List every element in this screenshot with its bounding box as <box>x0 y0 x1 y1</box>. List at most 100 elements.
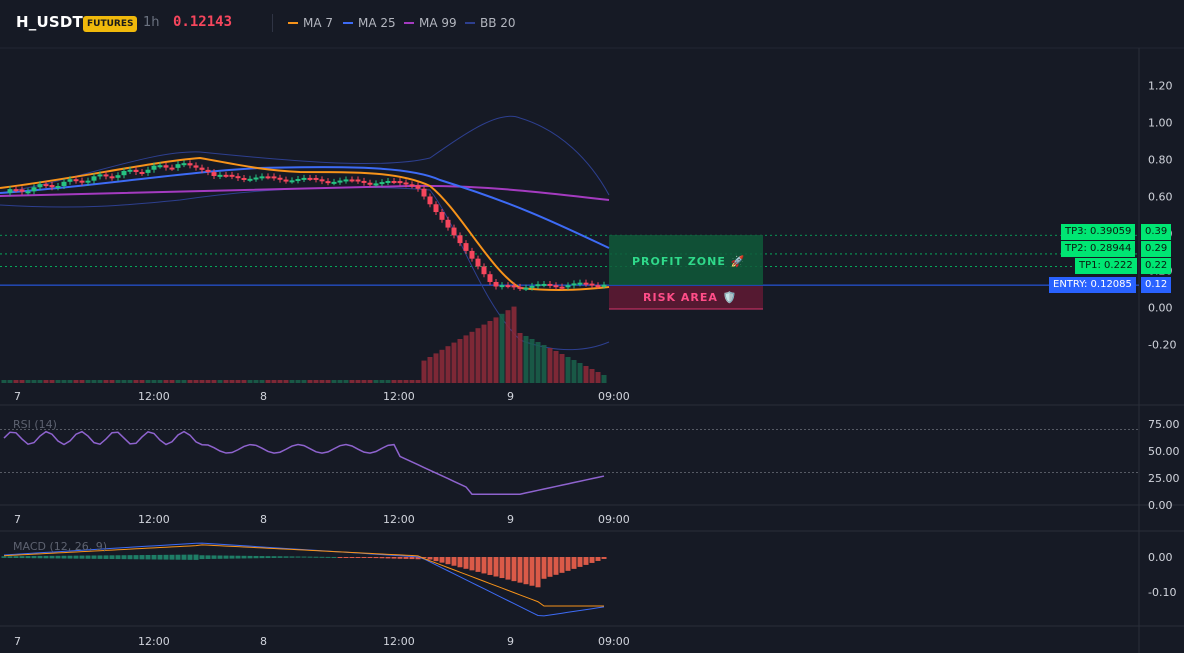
candle-body <box>391 180 397 183</box>
candle-body <box>199 167 205 170</box>
macd-histogram-bar <box>121 555 127 560</box>
candle-body <box>103 174 109 177</box>
macd-histogram-bar <box>583 557 589 565</box>
volume-bar <box>217 380 223 383</box>
macd-histogram-bar <box>109 555 115 560</box>
macd-axis-label: -0.10 <box>1148 586 1176 599</box>
candle-body <box>205 169 211 173</box>
candle-body <box>37 184 43 188</box>
macd-pane-label: MACD (12, 26, 9) <box>13 540 108 553</box>
candle-body <box>499 285 505 288</box>
candle-body <box>337 180 343 183</box>
ma7-swatch-icon <box>288 22 298 24</box>
rsi-axis-label: 75.00 <box>1148 418 1180 431</box>
volume-bar <box>223 380 229 383</box>
symbol-name[interactable]: H_USDT <box>16 13 83 31</box>
volume-bar <box>379 380 385 383</box>
candle-body <box>331 181 337 184</box>
legend-ma99-label: MA 99 <box>419 16 457 30</box>
volume-bar <box>151 380 157 383</box>
legend-bb20[interactable]: BB 20 <box>465 16 516 30</box>
volume-bar <box>385 380 391 383</box>
candle-body <box>451 227 457 236</box>
time-axis-label: 9 <box>507 390 514 403</box>
tp3-axis-tag: 0.39 <box>1141 224 1172 240</box>
volume-bar <box>7 380 13 383</box>
macd-histogram-bar <box>499 557 505 579</box>
legend-bb20-label: BB 20 <box>480 16 516 30</box>
candle-body <box>67 179 73 182</box>
volume-bar <box>211 380 217 383</box>
macd-histogram-bar <box>283 556 289 558</box>
macd-histogram-bar <box>85 555 91 559</box>
volume-bar <box>439 349 445 383</box>
volume-bar <box>451 342 457 383</box>
candle-body <box>7 189 13 193</box>
macd-histogram-bar <box>373 557 379 559</box>
macd-histogram-bar <box>91 555 97 559</box>
candle-body <box>139 171 145 174</box>
macd-histogram-bar <box>355 557 361 558</box>
volume-bar <box>253 380 259 383</box>
tp2-axis-tag: 0.29 <box>1141 241 1172 257</box>
volume-bar <box>415 380 421 383</box>
candle-body <box>181 163 187 166</box>
macd-histogram-bar <box>223 555 229 559</box>
candle-body <box>439 212 445 220</box>
candle-body <box>367 182 373 185</box>
candle-body <box>265 176 271 179</box>
time-axis-label: 12:00 <box>138 513 170 526</box>
macd-histogram-bar <box>349 557 355 558</box>
volume-bar <box>73 380 79 383</box>
candle-body <box>541 283 547 286</box>
candle-body <box>463 243 469 251</box>
candle-body <box>325 181 331 184</box>
volume-bar <box>85 380 91 383</box>
macd-histogram-bar <box>127 555 133 560</box>
macd-histogram-bar <box>487 557 493 575</box>
macd-histogram-bar <box>517 557 523 583</box>
candle-body <box>313 177 319 180</box>
macd-histogram-bar <box>235 555 241 559</box>
volume-bar <box>175 380 181 383</box>
volume-bar <box>517 333 523 383</box>
candle-body <box>475 258 481 267</box>
candle-body <box>61 181 67 187</box>
candle-body <box>505 285 511 288</box>
macd-histogram-bar <box>73 555 79 559</box>
macd-histogram-bar <box>13 556 19 559</box>
candle-body <box>169 167 175 170</box>
legend-ma99[interactable]: MA 99 <box>404 16 457 30</box>
time-axis-label: 12:00 <box>138 635 170 648</box>
macd-histogram-bar <box>559 557 565 573</box>
ma25-line <box>0 166 610 249</box>
legend-ma25[interactable]: MA 25 <box>343 16 396 30</box>
macd-histogram-bar <box>391 557 397 559</box>
legend-ma7[interactable]: MA 7 <box>288 16 333 30</box>
candle-body <box>565 285 571 288</box>
candle-body <box>433 204 439 213</box>
volume-bar <box>433 353 439 383</box>
macd-histogram-bar <box>481 557 487 574</box>
volume-bar <box>397 380 403 383</box>
price-axis-label: 1.20 <box>1148 80 1173 93</box>
macd-histogram-bar <box>553 557 559 575</box>
bb20-swatch-icon <box>465 22 475 24</box>
macd-histogram-bar <box>187 554 193 560</box>
macd-histogram-bar <box>547 557 553 577</box>
volume-bar <box>271 380 277 383</box>
volume-bar <box>313 380 319 383</box>
volume-bar <box>409 380 415 383</box>
volume-bar <box>31 380 37 383</box>
macd-histogram-bar <box>253 555 259 559</box>
macd-histogram-bar <box>49 555 55 559</box>
candle-body <box>457 235 463 244</box>
macd-histogram-bar <box>277 556 283 558</box>
macd-histogram-bar <box>7 556 13 558</box>
tp3-tag: TP3: 0.39059 <box>1061 224 1136 240</box>
candle-body <box>217 174 223 177</box>
macd-histogram-bar <box>361 557 367 558</box>
timeframe[interactable]: 1h <box>143 15 160 30</box>
volume-bar <box>595 372 601 383</box>
